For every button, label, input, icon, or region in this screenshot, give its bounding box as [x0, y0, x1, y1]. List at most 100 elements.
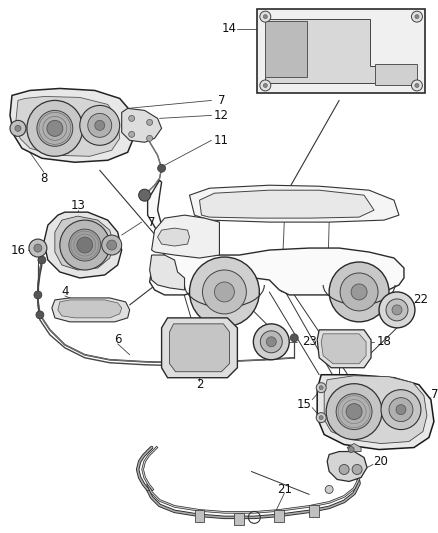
Polygon shape: [44, 212, 122, 278]
Polygon shape: [265, 19, 415, 84]
Text: 14: 14: [222, 22, 237, 35]
Circle shape: [266, 337, 276, 347]
Circle shape: [329, 262, 389, 322]
Polygon shape: [52, 298, 130, 322]
Circle shape: [80, 106, 120, 146]
Circle shape: [389, 398, 413, 422]
Circle shape: [319, 416, 323, 419]
Circle shape: [415, 14, 419, 19]
Polygon shape: [58, 300, 122, 318]
Text: 21: 21: [277, 483, 292, 496]
Text: BALA: BALA: [389, 72, 403, 77]
Text: 4: 4: [61, 286, 69, 298]
Circle shape: [34, 244, 42, 252]
Text: 22: 22: [413, 293, 428, 306]
Polygon shape: [16, 96, 120, 156]
Text: 20: 20: [374, 455, 389, 468]
Circle shape: [202, 270, 246, 314]
Text: 12: 12: [214, 109, 229, 122]
Circle shape: [88, 114, 112, 138]
Text: 11: 11: [214, 134, 229, 147]
Circle shape: [326, 384, 382, 440]
Polygon shape: [199, 190, 374, 218]
Text: 15: 15: [297, 398, 312, 411]
Circle shape: [340, 273, 378, 311]
Polygon shape: [327, 451, 367, 481]
Circle shape: [47, 120, 63, 136]
Circle shape: [147, 135, 152, 141]
Text: 7: 7: [431, 388, 438, 401]
Circle shape: [348, 447, 354, 453]
Circle shape: [316, 383, 326, 393]
Circle shape: [260, 80, 271, 91]
Text: 7: 7: [148, 216, 155, 229]
Polygon shape: [162, 318, 237, 378]
Circle shape: [129, 131, 134, 138]
Circle shape: [339, 464, 349, 474]
Circle shape: [381, 390, 421, 430]
Circle shape: [260, 331, 282, 353]
Bar: [265, 21, 307, 77]
Polygon shape: [324, 376, 427, 443]
Circle shape: [253, 324, 289, 360]
Circle shape: [129, 115, 134, 122]
Circle shape: [386, 299, 408, 321]
Circle shape: [325, 486, 333, 494]
Polygon shape: [321, 334, 366, 364]
Text: 23: 23: [302, 335, 317, 348]
Circle shape: [34, 291, 42, 299]
Polygon shape: [150, 255, 184, 290]
Polygon shape: [148, 180, 404, 295]
Circle shape: [260, 11, 271, 22]
Circle shape: [69, 229, 101, 261]
Circle shape: [29, 239, 47, 257]
Circle shape: [77, 237, 93, 253]
Circle shape: [263, 84, 267, 87]
Circle shape: [139, 189, 151, 201]
Bar: [258, 9, 425, 93]
Circle shape: [190, 257, 259, 327]
Circle shape: [10, 120, 26, 136]
Circle shape: [411, 11, 422, 22]
Text: 2: 2: [196, 378, 203, 391]
Polygon shape: [170, 324, 230, 372]
Circle shape: [336, 394, 372, 430]
Circle shape: [352, 464, 362, 474]
Circle shape: [415, 84, 419, 87]
Text: 13: 13: [71, 199, 85, 212]
Circle shape: [15, 125, 21, 131]
Circle shape: [27, 100, 83, 156]
Circle shape: [316, 413, 326, 423]
Bar: [309, 505, 319, 518]
Polygon shape: [10, 88, 134, 162]
Circle shape: [60, 220, 110, 270]
Circle shape: [36, 311, 44, 319]
Circle shape: [411, 80, 422, 91]
Circle shape: [319, 386, 323, 390]
Circle shape: [158, 164, 166, 172]
Polygon shape: [317, 330, 371, 368]
Bar: [274, 511, 284, 522]
Circle shape: [95, 120, 105, 131]
Circle shape: [346, 403, 362, 419]
Bar: [375, 63, 417, 85]
Circle shape: [147, 119, 152, 125]
Polygon shape: [347, 443, 361, 451]
Text: 7: 7: [218, 94, 225, 107]
Circle shape: [290, 334, 298, 342]
Circle shape: [379, 292, 415, 328]
Polygon shape: [152, 215, 219, 258]
Polygon shape: [55, 216, 114, 270]
Polygon shape: [190, 185, 399, 222]
Bar: [234, 513, 244, 526]
Text: 16: 16: [11, 244, 25, 256]
Circle shape: [351, 284, 367, 300]
Text: 6: 6: [114, 333, 121, 346]
Text: 8: 8: [40, 172, 48, 185]
Circle shape: [107, 240, 117, 250]
Text: 18: 18: [377, 335, 392, 348]
Circle shape: [392, 305, 402, 315]
Bar: [194, 511, 205, 522]
Circle shape: [396, 405, 406, 415]
Circle shape: [37, 110, 73, 146]
